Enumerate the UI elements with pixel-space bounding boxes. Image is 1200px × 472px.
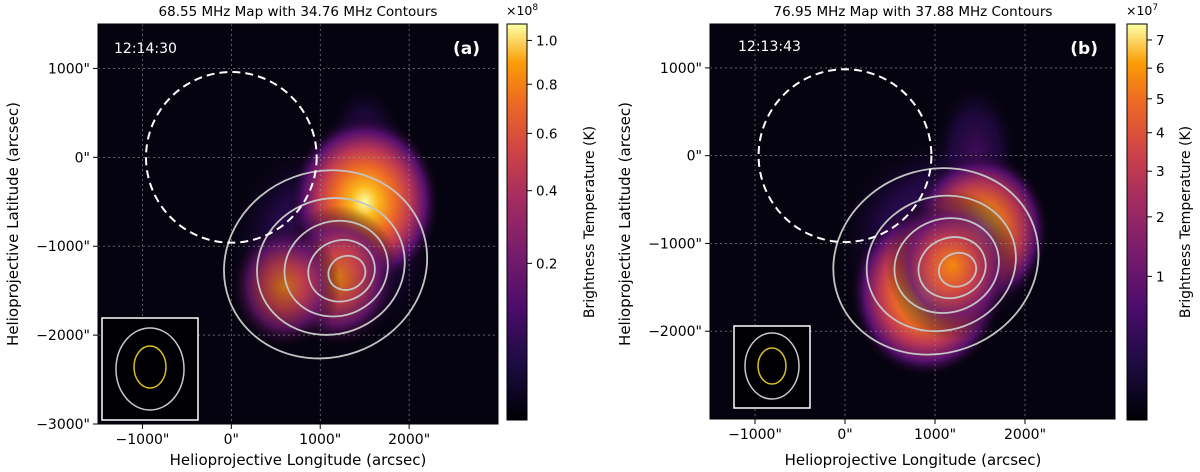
panel-b-time: 12:13:43 <box>738 39 801 55</box>
panel-a-x-ticks: −1000" 0" 1000" 2000" <box>116 424 430 448</box>
panel-b-grid <box>710 24 1115 419</box>
colorbar-tick-label: 0.8 <box>536 77 557 93</box>
x-tick-label: 1000" <box>914 427 956 443</box>
y-tick-label: 0" <box>687 149 702 165</box>
x-tick-label: −1000" <box>116 432 170 448</box>
panel-a-solar-disk-outline <box>145 70 318 244</box>
panel-a: 68.55 MHz Map with 34.76 MHz Contours 12… <box>4 3 598 469</box>
panel-a-contours <box>223 169 429 360</box>
panel-a-colorbar-ticks: 0.2 0.4 0.6 0.8 1.0 <box>527 33 557 272</box>
y-tick-label: −2000" <box>648 324 702 340</box>
contour-level <box>937 251 978 288</box>
x-tick-label: 1000" <box>299 432 341 448</box>
colorbar-tick-label: 7 <box>1156 33 1165 49</box>
colorbar-tick-label: 0.4 <box>536 184 557 200</box>
panel-b-solar-disk-outline <box>757 68 933 244</box>
panel-a-y-ticks: −3000" −2000" −1000" 0" 1000" <box>36 61 98 433</box>
y-tick-label: −1000" <box>648 236 702 252</box>
y-tick-label: 0" <box>75 150 90 166</box>
panel-b-colorbar-label: Brightness Temperature (K) <box>1178 126 1194 318</box>
panel-b-beam-inner <box>757 347 787 385</box>
contour-level <box>283 219 389 318</box>
y-tick-label: −3000" <box>36 417 90 433</box>
panel-a-colorbar-multiplier: ×108 <box>506 3 538 18</box>
panel-b-colorbar-ticks: 1 2 3 4 5 6 7 <box>1147 33 1165 285</box>
colorbar-tick-label: 6 <box>1156 61 1165 77</box>
panel-b-ylabel: Helioprojective Latitude (arcsec) <box>616 102 634 346</box>
emission-peak <box>228 221 341 351</box>
panel-b-label: (b) <box>1070 39 1098 59</box>
contour-level <box>307 239 376 303</box>
contour-level <box>223 169 429 360</box>
x-tick-label: 2000" <box>388 432 430 448</box>
panel-b-title: 76.95 MHz Map with 37.88 MHz Contours <box>774 4 1053 20</box>
panel-a-ylabel: Helioprojective Latitude (arcsec) <box>4 102 22 346</box>
contour-level <box>917 236 987 300</box>
colorbar-tick-label: 5 <box>1156 92 1165 108</box>
panel-b-contours <box>832 167 1040 356</box>
panel-a-beam-inset <box>101 317 199 421</box>
colorbar-tick-label: 3 <box>1156 164 1165 180</box>
y-tick-label: −2000" <box>36 328 90 344</box>
x-tick-label: 0" <box>837 427 852 443</box>
panel-a-beam-outer <box>115 327 185 411</box>
panel-a-label: (a) <box>453 39 480 59</box>
panel-a-beam-inner <box>133 345 167 389</box>
colorbar-tick-label: 1 <box>1156 269 1165 285</box>
contour-level <box>893 217 1000 314</box>
panel-a-colorbar-exponent: 8 <box>532 3 538 13</box>
x-tick-label: 2000" <box>1004 427 1046 443</box>
y-tick-label: 1000" <box>48 61 90 77</box>
panel-a-time: 12:14:30 <box>114 41 177 57</box>
panel-a-frame <box>97 23 499 425</box>
contour-level <box>256 197 406 336</box>
colorbar-tick-label: 4 <box>1156 126 1165 142</box>
panel-b-x-ticks: −1000" 0" 1000" 2000" <box>728 419 1046 443</box>
panel-b-emission <box>827 76 1061 379</box>
colorbar-tick-label: 2 <box>1156 210 1165 226</box>
contour-level <box>327 254 367 291</box>
panel-b-colorbar-multiplier: ×107 <box>1126 3 1158 18</box>
panel-b-xlabel: Helioprojective Longitude (arcsec) <box>785 451 1042 469</box>
contour-level <box>832 167 1040 356</box>
panel-b-colorbar-exponent: 7 <box>1152 3 1158 13</box>
y-tick-label: 1000" <box>660 61 702 77</box>
panel-a-colorbar-label: Brightness Temperature (K) <box>582 126 598 318</box>
colorbar-tick-label: 0.6 <box>536 126 557 142</box>
panel-b-beam-inset <box>733 325 811 409</box>
colorbar-tick-label: 1.0 <box>536 33 557 49</box>
x-tick-label: −1000" <box>728 427 782 443</box>
colorbar-tick-label: 0.2 <box>536 256 557 272</box>
panel-b-beam-outer <box>744 332 800 400</box>
x-tick-label: 0" <box>224 432 239 448</box>
panel-b: 76.95 MHz Map with 37.88 MHz Contours 12… <box>616 3 1194 469</box>
panel-a-title: 68.55 MHz Map with 34.76 MHz Contours <box>159 4 438 20</box>
panel-b-frame <box>709 23 1116 420</box>
y-tick-label: −1000" <box>36 239 90 255</box>
emission-peak <box>885 190 1021 341</box>
panel-b-y-ticks: −2000" −1000" 0" 1000" <box>648 61 710 340</box>
contour-level <box>865 194 1017 333</box>
panel-a-colorbar <box>506 23 528 421</box>
panel-a-xlabel: Helioprojective Longitude (arcsec) <box>170 451 427 469</box>
panel-b-colorbar <box>1126 23 1148 421</box>
